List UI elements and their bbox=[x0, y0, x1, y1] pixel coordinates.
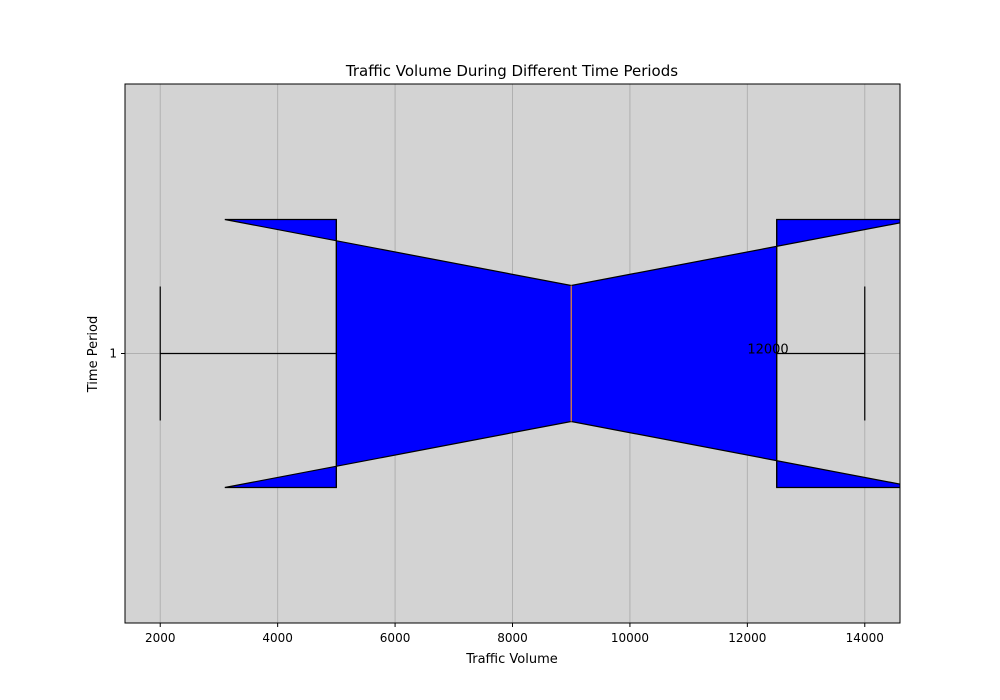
chart-title: Traffic Volume During Different Time Per… bbox=[345, 62, 678, 80]
x-tick-label: 6000 bbox=[380, 631, 411, 645]
x-tick-label: 14000 bbox=[846, 631, 884, 645]
y-tick-label: 1 bbox=[109, 347, 117, 361]
axis-ticks: 2000 4000 6000 8000 10000 12000 14000 1 bbox=[109, 347, 884, 646]
x-tick-label: 2000 bbox=[145, 631, 176, 645]
y-axis-label: Time Period bbox=[86, 316, 101, 393]
box-elements bbox=[159, 218, 900, 489]
x-axis-label: Traffic Volume bbox=[465, 652, 558, 667]
x-tick-label: 10000 bbox=[611, 631, 649, 645]
x-tick-label: 4000 bbox=[262, 631, 293, 645]
annotations: 12000 bbox=[747, 343, 788, 358]
x-tick-label: 8000 bbox=[497, 631, 528, 645]
annotation-label: 12000 bbox=[747, 343, 788, 358]
x-tick-label: 12000 bbox=[728, 631, 766, 645]
